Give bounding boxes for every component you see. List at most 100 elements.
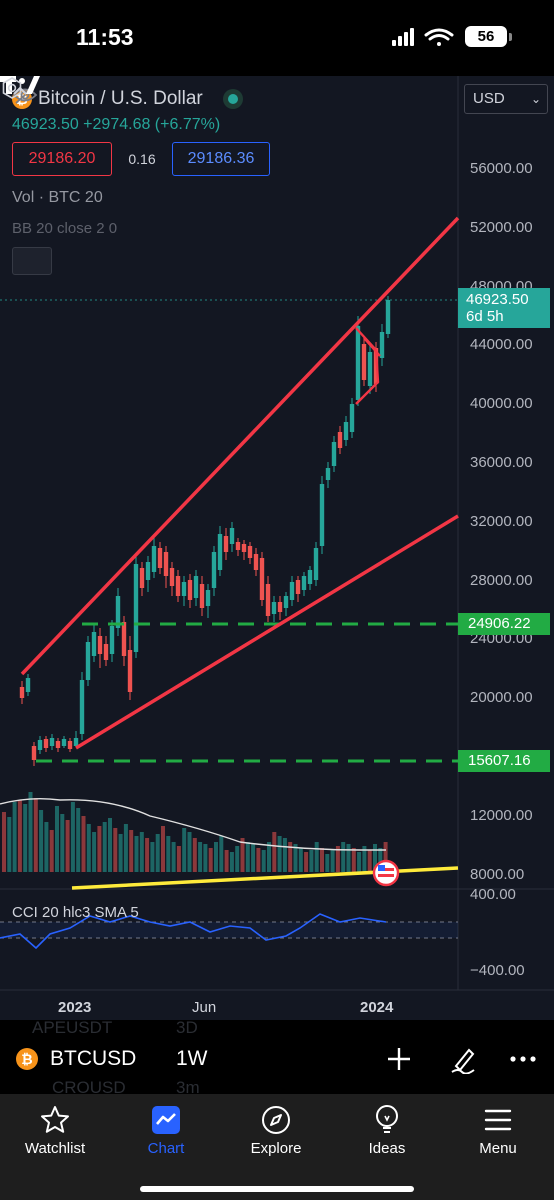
us-flag-event-icon: [378, 874, 394, 877]
volume-bar: [182, 828, 187, 872]
volume-bar: [256, 848, 261, 872]
tab-menu[interactable]: Menu: [448, 1104, 548, 1157]
price-axis-label: 52000.00: [470, 218, 533, 236]
tab-label: Watchlist: [24, 1140, 86, 1157]
candle-body: [307, 570, 313, 584]
candle-body: [331, 442, 337, 466]
candle-body: [217, 534, 223, 570]
candle-body: [295, 580, 301, 594]
cci-legend[interactable]: CCI 20 hlc3 SMA 5: [12, 904, 139, 921]
collapse-legend-button[interactable]: [12, 86, 52, 275]
buy-price-button[interactable]: 29186.36: [172, 142, 270, 176]
volume-bar: [282, 838, 287, 872]
wifi-icon: [424, 28, 454, 46]
volume-bar: [70, 802, 75, 872]
volume-length: 20: [84, 189, 103, 206]
candle-body: [49, 738, 55, 746]
tradingview-logo-icon: [0, 76, 40, 94]
price-chart[interactable]: [0, 76, 554, 1020]
candle-body: [175, 576, 181, 596]
current-price-value: 46923.50: [466, 291, 529, 308]
price-axis-label: 44000.00: [470, 336, 533, 354]
volume-bar: [86, 824, 91, 872]
volume-bar: [150, 842, 155, 872]
tab-chart[interactable]: Chart: [116, 1104, 216, 1157]
candle-body: [187, 580, 193, 600]
interval-button[interactable]: 1W: [176, 1047, 208, 1070]
volume-bar: [208, 848, 213, 872]
candle-body: [25, 678, 31, 692]
price-axis-label: 8000.00: [470, 865, 525, 883]
candle-body: [343, 422, 349, 440]
candle-body: [253, 554, 259, 570]
volume-legend[interactable]: Vol · BTC 20: [12, 189, 270, 207]
volume-bar: [192, 838, 197, 872]
volume-bar: [108, 818, 112, 872]
star-icon: [41, 1106, 69, 1133]
price-axis-label: 28000.00: [470, 571, 533, 589]
volume-bar: [81, 816, 86, 872]
volume-bar: [229, 852, 234, 872]
tab-ideas[interactable]: Ideas: [337, 1104, 437, 1157]
volume-bar: [351, 848, 356, 872]
candle-body: [43, 739, 49, 748]
candle-body: [271, 602, 277, 614]
candle-body: [235, 542, 241, 550]
currency-value: USD: [473, 90, 505, 107]
drawing-tools-icon[interactable]: [450, 1046, 478, 1074]
ghost-symbol: CROUSD: [52, 1078, 126, 1097]
volume-bar: [267, 842, 271, 872]
candle-body: [337, 432, 343, 448]
symbol-title[interactable]: Bitcoin / U.S. Dollar: [38, 88, 203, 109]
volume-bar: [134, 836, 139, 872]
market-open-icon: [222, 89, 243, 109]
volume-bar: [272, 832, 277, 872]
tab-bar: Watchlist Chart Explore Ideas Menu: [0, 1094, 554, 1200]
candle-body: [97, 636, 103, 654]
tab-explore[interactable]: Explore: [226, 1104, 326, 1157]
volume-bar: [171, 842, 176, 872]
chart-area[interactable]: ₿ Bitcoin / U.S. Dollar 46923.50 +2974.6…: [0, 76, 554, 1020]
volume-bar: [309, 850, 314, 872]
tab-watchlist[interactable]: Watchlist: [5, 1104, 105, 1157]
volume-bar: [373, 844, 377, 872]
volume-bar: [277, 836, 282, 872]
bitcoin-logo-icon: ₿: [16, 1048, 38, 1070]
currency-select[interactable]: USD ⌄: [464, 84, 548, 114]
volume-bar: [314, 842, 319, 872]
candle-body: [289, 582, 295, 600]
chart-settings-icon[interactable]: [0, 76, 24, 100]
sell-price-button[interactable]: 29186.20: [12, 142, 112, 176]
bollinger-legend[interactable]: BB 20 close 2 0: [12, 86, 270, 237]
volume-bar: [155, 834, 160, 872]
more-icon[interactable]: [510, 1056, 536, 1062]
volume-bar: [378, 848, 383, 872]
price-axis-label: 56000.00: [470, 160, 533, 177]
candle-body: [115, 596, 121, 628]
volume-bar: [261, 850, 266, 872]
cci-band-fill: [0, 922, 458, 938]
volume-bar: [240, 838, 245, 872]
candle-body: [199, 584, 205, 608]
candle-body: [127, 650, 133, 692]
candle-body: [109, 626, 115, 654]
candle-body: [37, 740, 43, 750]
volume-bar: [330, 850, 335, 872]
add-icon[interactable]: [386, 1046, 412, 1072]
volume-bar: [219, 836, 224, 872]
volume-bar: [325, 854, 330, 872]
status-bar: 11:53 56: [0, 0, 554, 76]
volume-bar: [235, 846, 240, 872]
flag-pattern: [363, 337, 381, 357]
candle-body: [103, 644, 109, 660]
candle-body: [211, 552, 217, 588]
symbol-search-button[interactable]: BTCUSD: [50, 1047, 137, 1070]
volume-bar: [123, 824, 128, 872]
volume-bar: [102, 822, 107, 872]
candle-body: [157, 548, 163, 568]
volume-bar: [362, 846, 367, 872]
volume-bar: [320, 848, 324, 872]
volume-bar: [224, 850, 229, 872]
cellular-signal-icon: [392, 28, 414, 46]
candle-body: [205, 590, 211, 606]
